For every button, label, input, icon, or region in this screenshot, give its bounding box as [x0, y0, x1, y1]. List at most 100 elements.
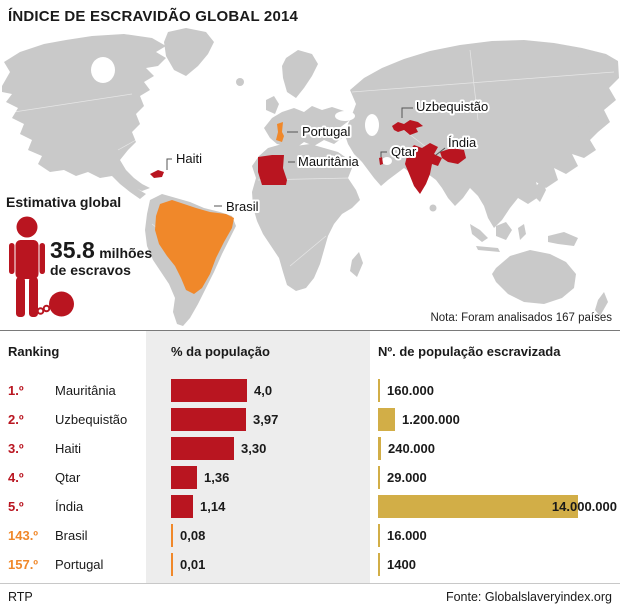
percent-cell: 1,36: [146, 463, 370, 492]
number-cell: 1.200.000: [370, 405, 620, 434]
new-guinea: [548, 232, 578, 246]
number-value: 160.000: [387, 383, 434, 398]
footer-credit: RTP: [8, 589, 33, 604]
sumatra: [470, 224, 488, 242]
country-qtar: [379, 157, 383, 165]
percent-value: 3,30: [241, 441, 267, 456]
country-label: Índia: [55, 499, 84, 514]
number-value: 14.000.000: [551, 499, 617, 514]
percent-bar: [171, 437, 234, 460]
percent-cell: 4,0: [146, 376, 370, 405]
table-row: 4.º Qtar 1,36 29.000: [0, 463, 620, 492]
number-cell: 240.000: [370, 434, 620, 463]
map-label-mauritania: Mauritânia: [298, 154, 359, 169]
leader-india: [435, 147, 446, 156]
black-sea: [335, 111, 355, 121]
country-india-east: [440, 148, 466, 164]
sri-lanka: [429, 204, 437, 212]
country-india: [405, 143, 442, 194]
rank-label: 143.º: [8, 528, 39, 543]
slave-pictogram-icon: [9, 216, 74, 317]
table-row: 1.º Mauritânia 4,0 160.000: [0, 376, 620, 405]
new-zealand: [595, 292, 608, 316]
footer: RTP Fonte: Globalslaveryindex.org: [0, 583, 620, 609]
japan: [574, 116, 590, 150]
leader-haiti: [166, 158, 172, 170]
map-label-portugal: Portugal: [302, 124, 351, 139]
country-label: Mauritânia: [55, 383, 116, 398]
rank-label: 2.º: [8, 412, 24, 427]
map-label-india: Índia: [448, 135, 477, 150]
estimate-number: 35.8: [50, 237, 95, 263]
hudson-bay: [91, 57, 115, 83]
estimate-figures: 35.8 milhões de escravos: [50, 238, 152, 277]
country-brasil: [155, 200, 234, 294]
percent-cell: 0,01: [146, 550, 370, 579]
united-kingdom: [266, 96, 279, 114]
rank-label: 5.º: [8, 499, 24, 514]
table-row: 3.º Haiti 3,30 240.000: [0, 434, 620, 463]
highlighted-countries: [150, 120, 466, 294]
map-label-haiti: Haiti: [176, 151, 202, 166]
rank-label: 157.º: [8, 557, 39, 572]
scandinavia: [282, 50, 318, 98]
table-header: Ranking % da população Nº. de população …: [0, 331, 620, 376]
table-row: 157.º Portugal 0,01 1400: [0, 550, 620, 579]
percent-value: 1,36: [204, 470, 230, 485]
iceland: [236, 78, 244, 86]
chain-icon: [36, 304, 51, 315]
number-value: 29.000: [387, 470, 427, 485]
table-row: 143.º Brasil 0,08 16.000: [0, 521, 620, 550]
estimate-heading: Estimativa global: [6, 194, 122, 210]
philippines: [534, 180, 546, 202]
australia: [492, 250, 576, 304]
country-mauritania: [258, 155, 287, 185]
table-row: 2.º Uzbequistão 3,97 1.200.000: [0, 405, 620, 434]
country-uzbequistao: [392, 120, 423, 135]
number-cell: 14.000.000: [370, 492, 620, 521]
page-title: ÍNDICE DE ESCRAVIDÃO GLOBAL 2014: [8, 8, 299, 25]
number-bar: [378, 466, 380, 489]
java: [476, 246, 500, 252]
table-row: 5.º Índia 1,14 14.000.000: [0, 492, 620, 521]
percent-bar: [171, 553, 173, 576]
number-cell: 160.000: [370, 376, 620, 405]
world-map: Haiti Portugal Mauritânia Uzbequistão Ín…: [2, 28, 619, 326]
table-rows: 1.º Mauritânia 4,0 160.000 2.º Uzbequist…: [0, 376, 620, 579]
seas: [91, 57, 392, 183]
estimate-line2: de escravos: [50, 261, 131, 278]
asia: [344, 40, 619, 228]
map-label-uzbequistao: Uzbequistão: [416, 99, 488, 114]
map-label-qtar: Qtar: [391, 144, 417, 159]
percent-bar: [171, 466, 197, 489]
leader-qtar: [380, 151, 387, 157]
percent-cell: 1,14: [146, 492, 370, 521]
percent-value: 3,97: [253, 412, 279, 427]
europe: [264, 106, 350, 148]
number-value: 1.200.000: [402, 412, 460, 427]
country-portugal: [276, 122, 284, 142]
rank-label: 3.º: [8, 441, 24, 456]
estimate-unit: milhões: [99, 245, 153, 261]
madagascar: [350, 252, 363, 277]
number-value: 1400: [387, 557, 416, 572]
country-label: Portugal: [55, 557, 104, 572]
percent-cell: 3,97: [146, 405, 370, 434]
percent-bar: [171, 495, 193, 518]
caspian-sea: [365, 114, 379, 136]
map-labels: Haiti Portugal Mauritânia Uzbequistão Ín…: [174, 97, 490, 216]
leader-lines: [166, 107, 446, 207]
red-sea: [350, 155, 370, 183]
percent-bar: [171, 379, 247, 402]
number-bar: [378, 553, 380, 576]
header-percent: % da população: [171, 344, 270, 359]
percent-value: 4,0: [254, 383, 273, 398]
number-bar: [378, 408, 395, 431]
number-cell: 29.000: [370, 463, 620, 492]
global-estimate: Estimativa global 35.8 milhões de escrav: [6, 194, 166, 326]
country-label: Uzbequistão: [55, 412, 128, 427]
ball-icon: [49, 291, 74, 317]
percent-cell: 3,30: [146, 434, 370, 463]
number-bar: [378, 495, 578, 518]
country-haiti: [150, 170, 164, 178]
